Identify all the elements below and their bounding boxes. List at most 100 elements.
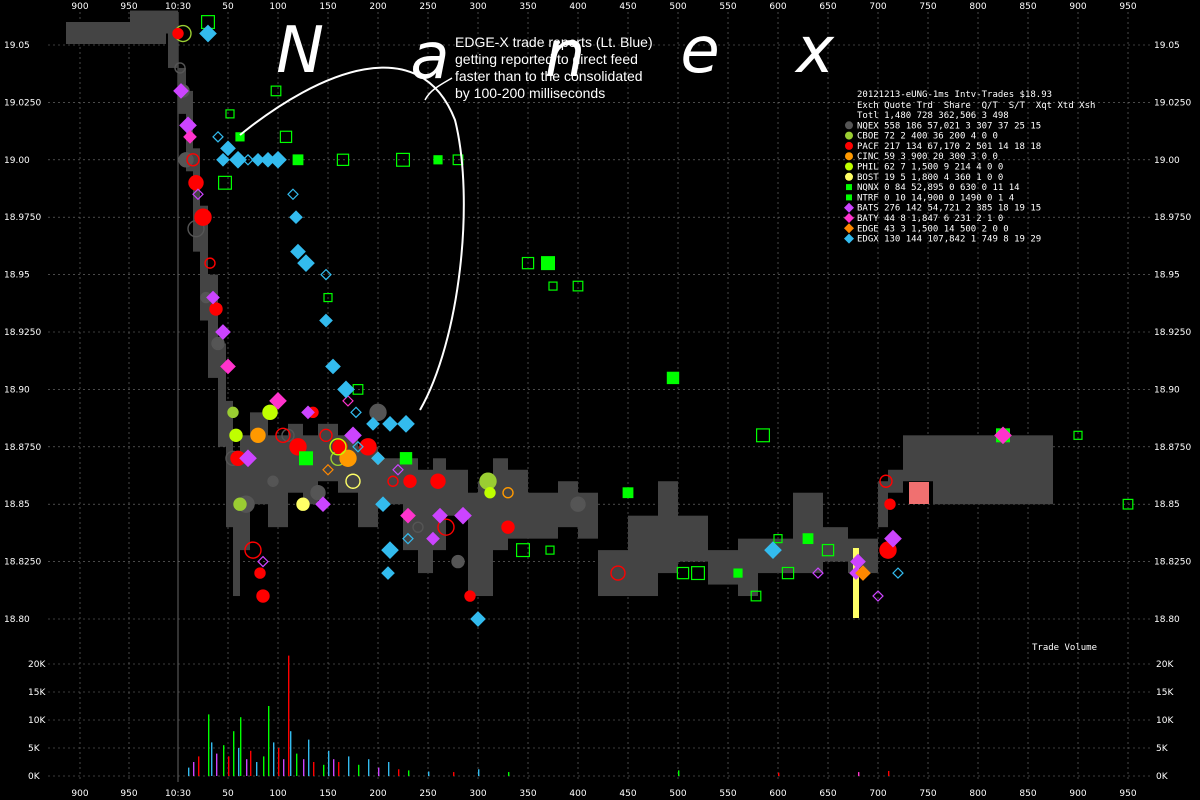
y-tick-right: 18.80 bbox=[1154, 615, 1180, 625]
trade-pacf bbox=[254, 567, 266, 579]
bbo-band bbox=[628, 515, 658, 597]
trade-cinc bbox=[339, 449, 357, 467]
y-tick-right: 18.8750 bbox=[1154, 443, 1191, 453]
volume-bar bbox=[308, 739, 310, 776]
volume-bar bbox=[288, 655, 290, 776]
trade-baty bbox=[342, 395, 354, 407]
trade-pacf bbox=[188, 175, 204, 191]
volume-bar bbox=[193, 762, 195, 776]
volume-bar bbox=[256, 762, 258, 776]
legend-marker bbox=[844, 202, 854, 213]
x-tick-bottom: 450 bbox=[619, 789, 636, 799]
volume-bar bbox=[368, 759, 370, 776]
edge-quote-block bbox=[909, 482, 929, 504]
annotation-line: getting reported to direct feed bbox=[455, 51, 638, 67]
y-tick-right: 19.0250 bbox=[1154, 98, 1191, 108]
trade-nqex bbox=[369, 403, 387, 422]
trade-edgx bbox=[366, 416, 380, 431]
x-tick-bottom: 400 bbox=[569, 789, 586, 799]
legend-row: NQNX 0 84 52,895 0 630 0 11 14 bbox=[857, 183, 1020, 193]
trade-nqex bbox=[570, 496, 586, 512]
trade-bats bbox=[315, 496, 331, 513]
volume-bar bbox=[238, 748, 240, 776]
volume-bar bbox=[678, 770, 680, 776]
volume-bar bbox=[208, 714, 210, 776]
trade-cboe bbox=[227, 406, 239, 419]
volume-bars bbox=[188, 655, 890, 776]
volume-bar bbox=[228, 756, 230, 776]
trade-pacf bbox=[437, 518, 455, 536]
x-tick-top: 600 bbox=[769, 2, 786, 12]
y-tick-left: 19.05 bbox=[4, 41, 30, 51]
volume-label: Trade Volume bbox=[1032, 643, 1097, 653]
volume-bar bbox=[223, 745, 225, 776]
trade-pacf bbox=[209, 302, 223, 316]
trade-bats bbox=[257, 555, 269, 568]
trade-pacf bbox=[275, 427, 291, 444]
trade-bats bbox=[850, 553, 866, 570]
trade-nqnx bbox=[323, 292, 333, 303]
trade-nqnx bbox=[750, 590, 762, 602]
y-tick-left: 18.8250 bbox=[4, 558, 41, 568]
legend-row: EDGX 130 144 107,842 1 749 8 19 29 bbox=[857, 235, 1041, 245]
bbo-band bbox=[193, 148, 200, 252]
x-tick-top: 300 bbox=[469, 2, 486, 12]
trade-pacf bbox=[332, 439, 348, 455]
trade-nqex bbox=[310, 485, 326, 501]
x-tick-bottom: 300 bbox=[469, 789, 486, 799]
trade-bats bbox=[872, 590, 884, 602]
trade-nqnx bbox=[521, 256, 535, 270]
vol-tick-right: 0K bbox=[1156, 772, 1169, 782]
trade-cboe bbox=[233, 497, 247, 511]
x-tick-top: 950 bbox=[120, 2, 137, 12]
trade-bats bbox=[239, 449, 257, 468]
trade-markers bbox=[172, 15, 1134, 627]
x-tick-top: 650 bbox=[819, 2, 836, 12]
trade-edgx bbox=[402, 532, 414, 545]
trade-nqnx bbox=[802, 533, 814, 545]
x-tick-top: 200 bbox=[369, 2, 386, 12]
legend-marker bbox=[844, 213, 854, 223]
bbo-band bbox=[168, 10, 178, 68]
bbo-band bbox=[358, 446, 378, 528]
trade-bats bbox=[192, 188, 204, 201]
y-tick-right: 18.8250 bbox=[1154, 558, 1191, 568]
legend-row: NQEX 558 186 57,021 3 307 37 25 15 bbox=[857, 121, 1041, 131]
x-tick-top: 50 bbox=[222, 2, 234, 12]
trade-pacf bbox=[430, 473, 446, 489]
x-tick-bottom: 950 bbox=[1119, 789, 1136, 799]
bbo-band bbox=[508, 469, 528, 539]
legend-marker bbox=[844, 233, 854, 244]
trade-edgx bbox=[764, 541, 782, 559]
bbo-band bbox=[678, 515, 708, 562]
x-tick-bottom: 650 bbox=[819, 789, 836, 799]
bbo-band bbox=[708, 550, 738, 585]
x-tick-top: 550 bbox=[719, 2, 736, 12]
trade-nqnx bbox=[279, 130, 293, 144]
trade-pacf bbox=[359, 438, 377, 456]
x-tick-bottom: 150 bbox=[319, 789, 336, 799]
trade-edgx bbox=[199, 24, 217, 43]
legend-row: BATS 276 142 54,721 2 385 18 19 15 bbox=[857, 204, 1041, 214]
volume-bar bbox=[211, 742, 213, 776]
trade-bost bbox=[345, 473, 361, 489]
trade-nqnx bbox=[545, 545, 555, 555]
logo-letter: n bbox=[545, 18, 586, 92]
trade-phil bbox=[484, 487, 496, 499]
x-tick-bottom: 850 bbox=[1019, 789, 1036, 799]
bbo-band bbox=[240, 435, 250, 551]
trade-phil bbox=[329, 438, 347, 456]
trade-nqnx bbox=[396, 152, 411, 167]
trade-baty bbox=[269, 392, 287, 410]
trade-nqnx bbox=[292, 154, 304, 166]
trade-pacf bbox=[204, 257, 216, 269]
vol-tick-right: 5K bbox=[1156, 744, 1169, 754]
trade-bats bbox=[432, 507, 448, 524]
grid bbox=[48, 12, 1150, 782]
trade-edgx bbox=[216, 152, 230, 167]
trade-nqnx bbox=[690, 566, 705, 581]
legend-row: NTRF 0 10 14,900 0 1490 0 1 4 bbox=[857, 193, 1014, 203]
